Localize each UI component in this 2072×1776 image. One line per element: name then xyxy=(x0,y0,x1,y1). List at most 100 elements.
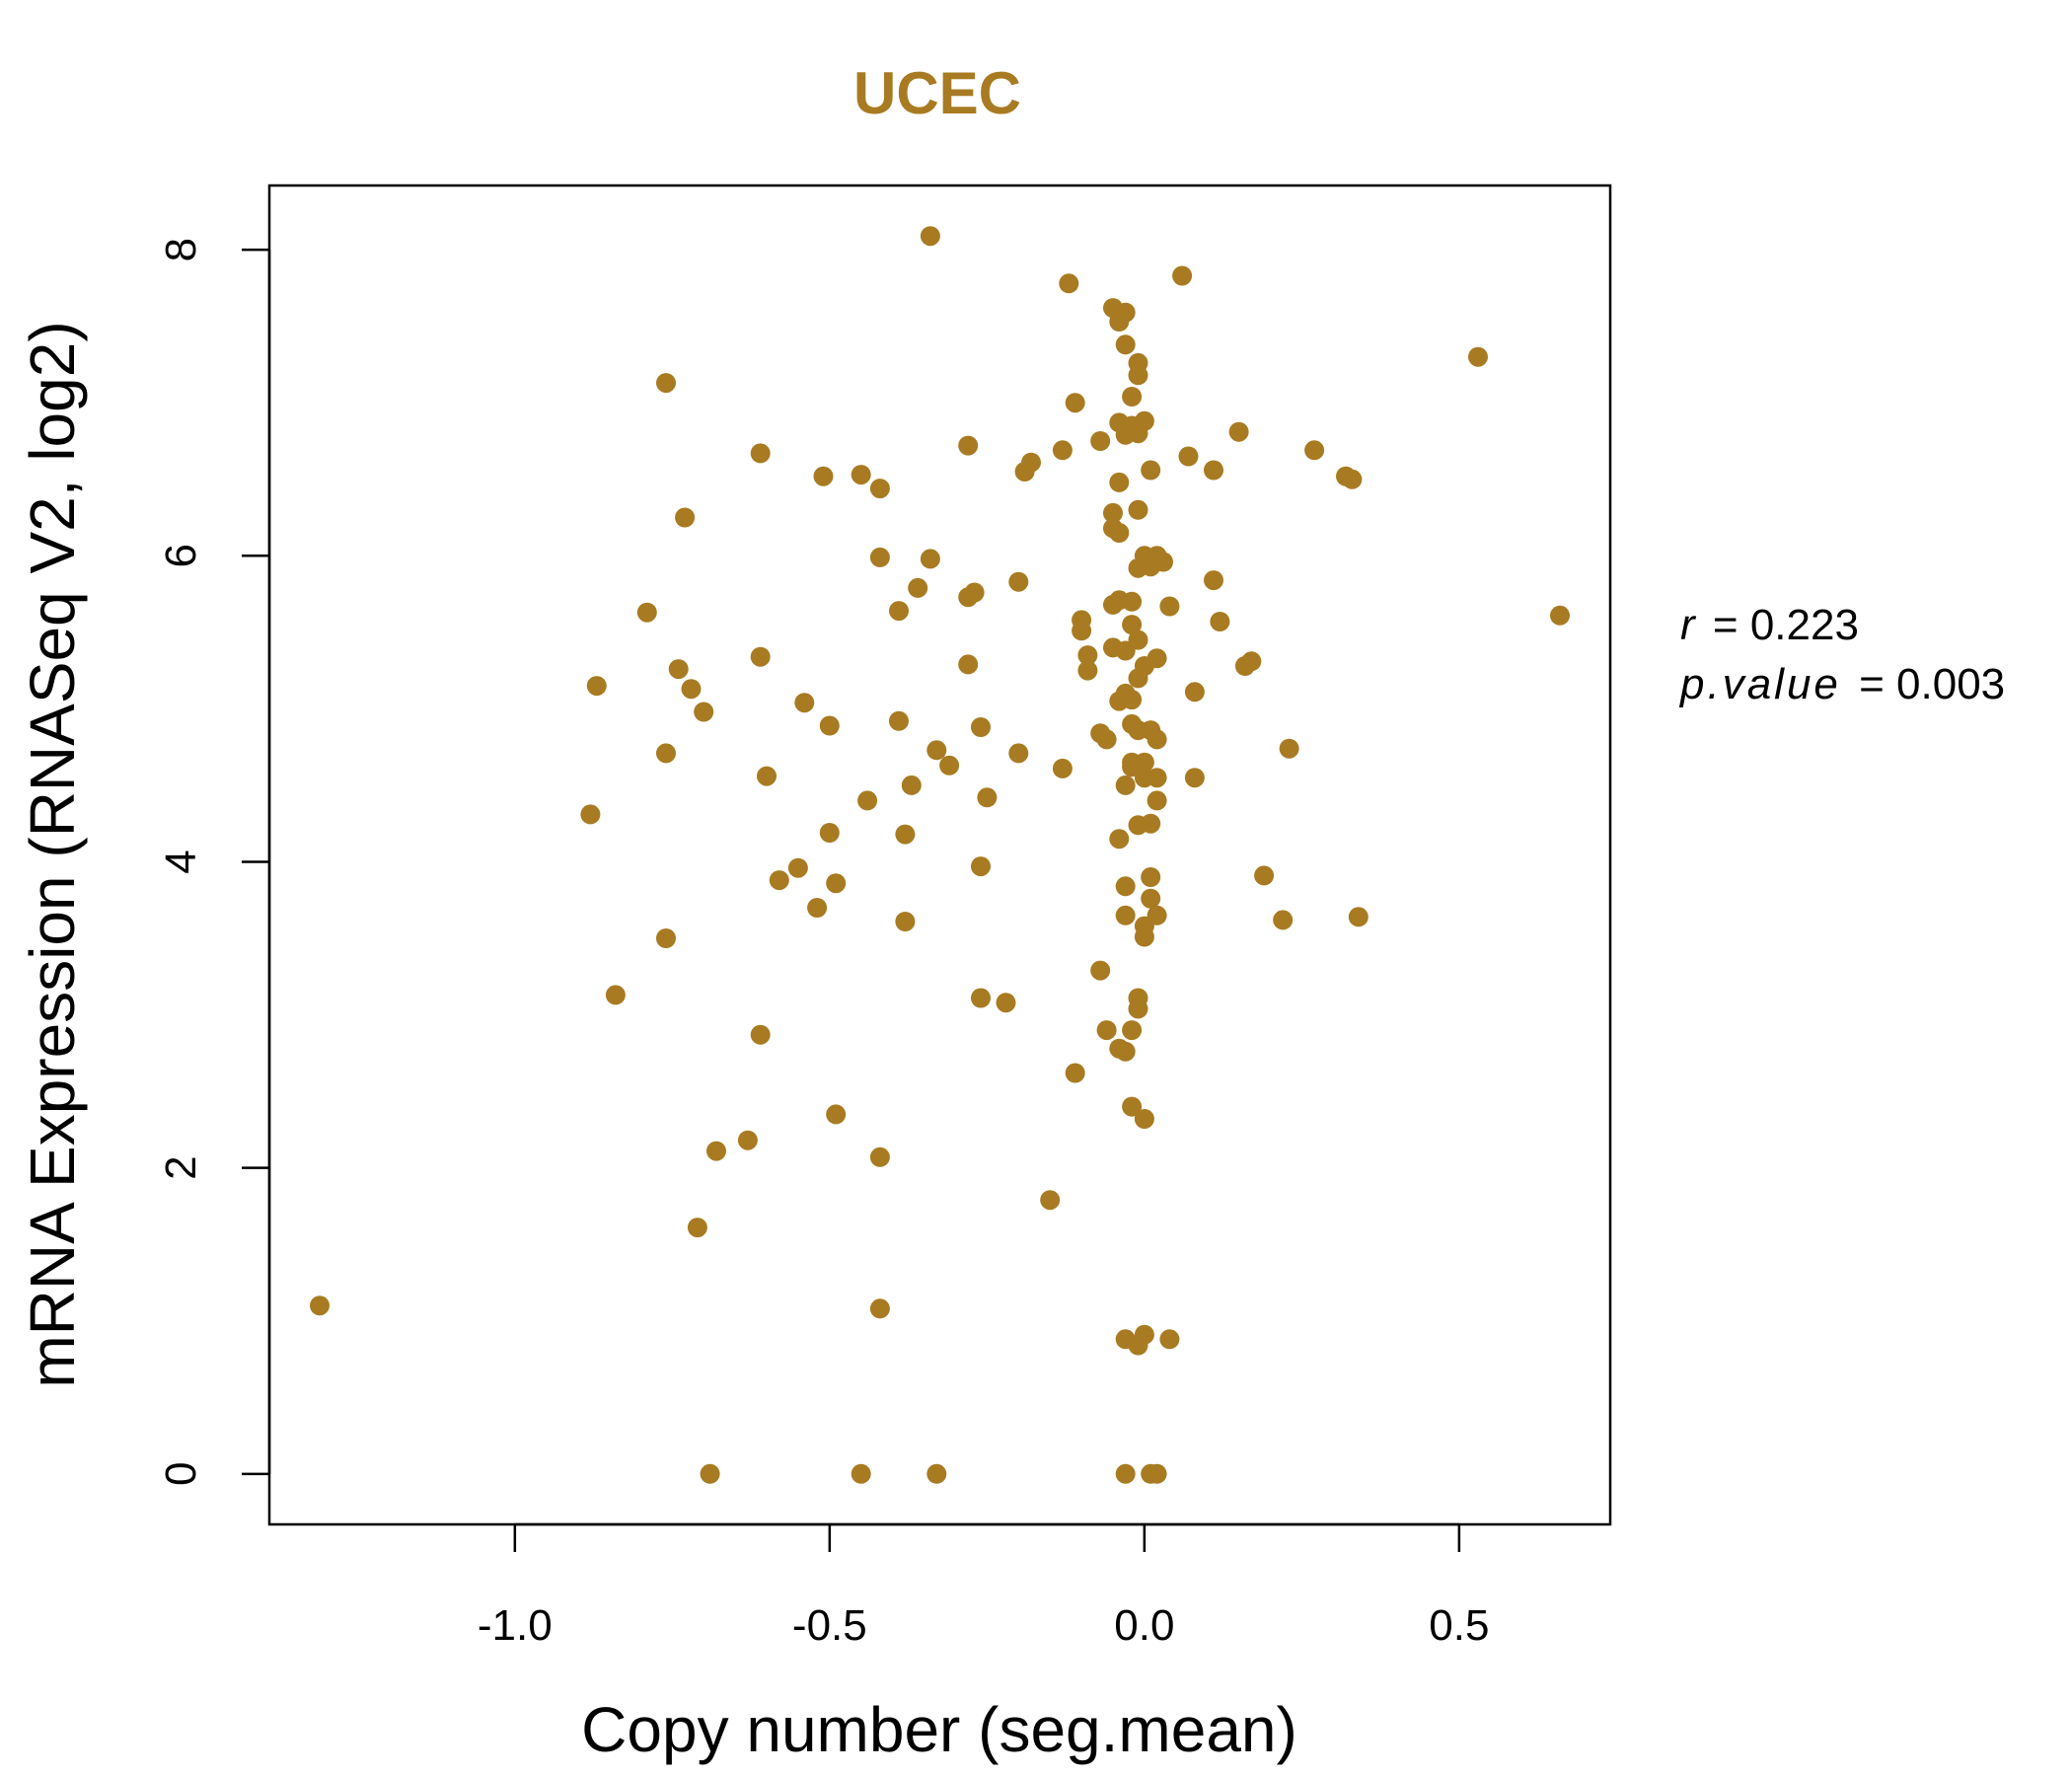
data-point xyxy=(857,790,878,811)
y-tick-label: 6 xyxy=(157,544,205,567)
svg-text:r = 0.223: r = 0.223 xyxy=(1680,601,1859,649)
data-point xyxy=(1096,1020,1117,1041)
data-point xyxy=(1115,1041,1136,1062)
plot-frame xyxy=(267,184,1612,1526)
data-point xyxy=(1147,790,1167,811)
x-axis: -1.0 -0.5 0.0 0.5 xyxy=(478,1522,1489,1650)
data-point xyxy=(1115,334,1136,355)
correlation-stats: r = 0.223 p.value = 0.003 xyxy=(1678,601,2005,708)
data-point xyxy=(1147,1463,1167,1484)
data-point xyxy=(1241,651,1262,672)
data-point xyxy=(1115,1463,1136,1484)
data-point xyxy=(1008,743,1029,764)
data-point xyxy=(1128,499,1148,520)
data-point xyxy=(1178,446,1199,467)
x-tick-label: -1.0 xyxy=(478,1601,553,1650)
data-point xyxy=(636,602,657,623)
data-point xyxy=(1134,1324,1154,1345)
data-point xyxy=(605,985,626,1005)
data-point xyxy=(971,856,991,877)
data-point xyxy=(1109,829,1130,850)
data-point xyxy=(757,766,777,786)
data-point xyxy=(869,1298,890,1319)
data-point xyxy=(1153,552,1173,572)
data-point xyxy=(964,582,985,603)
data-point xyxy=(1065,393,1085,413)
r-value: 0.223 xyxy=(1750,601,1859,649)
data-point xyxy=(1090,960,1111,981)
y-axis-label: mRNA Expression (RNASeq V2, log2) xyxy=(17,321,88,1387)
data-point xyxy=(813,466,834,486)
data-point xyxy=(926,740,947,761)
data-point xyxy=(908,577,928,598)
data-point xyxy=(1103,502,1123,523)
data-point xyxy=(1122,1096,1143,1117)
data-point xyxy=(656,743,676,764)
data-point xyxy=(920,226,940,247)
data-point xyxy=(1147,905,1167,925)
data-point xyxy=(1147,768,1167,788)
data-point xyxy=(819,715,840,736)
data-point xyxy=(1304,440,1325,461)
data-points xyxy=(310,226,1570,1484)
p-label: p.value xyxy=(1678,660,1841,708)
data-point xyxy=(656,928,676,948)
data-point xyxy=(706,1141,726,1161)
data-point xyxy=(1141,813,1161,834)
y-tick-label: 0 xyxy=(157,1462,205,1486)
data-point xyxy=(851,465,871,485)
data-point xyxy=(1128,365,1148,386)
data-point xyxy=(1141,867,1161,887)
data-point xyxy=(971,717,991,737)
data-point xyxy=(1052,758,1073,778)
data-point xyxy=(826,873,847,894)
data-point xyxy=(1115,876,1136,897)
data-point xyxy=(1008,571,1029,592)
data-point xyxy=(1348,907,1369,927)
data-point xyxy=(971,988,991,1008)
data-point xyxy=(1172,265,1193,286)
data-point xyxy=(869,547,890,567)
r-label: r xyxy=(1680,601,1697,649)
data-point xyxy=(1122,615,1143,635)
data-point xyxy=(1254,865,1275,886)
data-point xyxy=(869,1147,890,1167)
data-point xyxy=(920,549,940,569)
data-point xyxy=(1072,621,1092,641)
data-point xyxy=(750,646,771,667)
data-point xyxy=(1077,660,1098,681)
x-tick-label: 0.5 xyxy=(1429,1601,1489,1650)
data-point xyxy=(1109,523,1130,543)
data-point xyxy=(807,898,828,918)
data-point xyxy=(1128,629,1148,650)
data-point xyxy=(1115,302,1136,323)
data-point xyxy=(1021,452,1041,473)
data-point xyxy=(794,693,815,713)
data-point xyxy=(1279,738,1299,759)
data-point xyxy=(939,755,960,776)
data-point xyxy=(1109,472,1130,492)
data-point xyxy=(1159,596,1180,617)
data-point xyxy=(687,1218,707,1238)
y-tick-label: 4 xyxy=(157,850,205,873)
data-point xyxy=(1141,460,1161,481)
data-point xyxy=(1210,612,1230,631)
data-point xyxy=(1204,460,1223,481)
data-point xyxy=(1141,888,1161,909)
data-point xyxy=(895,912,916,931)
data-point xyxy=(1468,346,1488,367)
data-point xyxy=(694,702,714,722)
data-point xyxy=(1147,648,1167,669)
x-tick-label: -0.5 xyxy=(792,1601,867,1650)
data-point xyxy=(1134,1109,1154,1129)
data-point xyxy=(1059,273,1079,294)
data-point xyxy=(1115,905,1136,925)
data-point xyxy=(1184,768,1205,788)
y-axis: 0 2 4 6 8 xyxy=(157,238,271,1486)
data-point xyxy=(310,1295,330,1316)
data-point xyxy=(1159,1329,1180,1350)
data-point xyxy=(1128,999,1148,1019)
data-point xyxy=(1550,605,1570,626)
data-point xyxy=(1052,440,1073,461)
